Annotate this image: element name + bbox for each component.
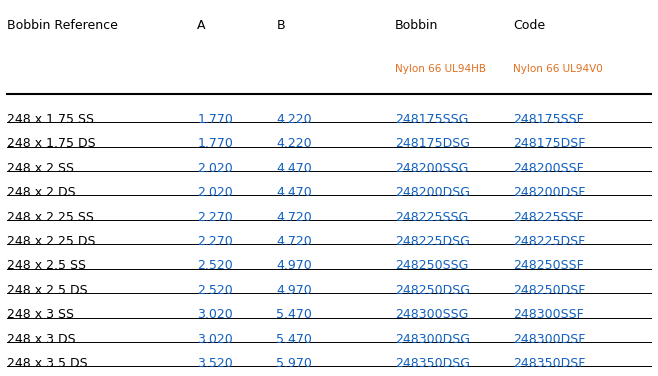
Text: Code: Code (513, 19, 545, 32)
Text: 4.470: 4.470 (276, 162, 312, 175)
Text: 4.720: 4.720 (276, 235, 312, 248)
Text: 248225DSG: 248225DSG (395, 235, 470, 248)
Text: B: B (276, 19, 285, 32)
Text: 248200SSG: 248200SSG (395, 162, 468, 175)
Text: 248225SSG: 248225SSG (395, 211, 468, 224)
Text: 248200SSF: 248200SSF (513, 162, 584, 175)
Text: 2.020: 2.020 (197, 162, 233, 175)
Text: 4.470: 4.470 (276, 186, 312, 199)
Text: 248 x 3 DS: 248 x 3 DS (7, 333, 75, 346)
Text: 2.520: 2.520 (197, 284, 233, 297)
Text: 248175SSF: 248175SSF (513, 113, 584, 126)
Text: 248175DSG: 248175DSG (395, 137, 470, 150)
Text: 5.470: 5.470 (276, 333, 313, 346)
Text: 4.220: 4.220 (276, 113, 312, 126)
Text: 248225SSF: 248225SSF (513, 211, 584, 224)
Text: 248 x 1.75 SS: 248 x 1.75 SS (7, 113, 93, 126)
Text: 4.220: 4.220 (276, 137, 312, 150)
Text: Nylon 66 UL94V0: Nylon 66 UL94V0 (513, 64, 603, 74)
Text: 2.020: 2.020 (197, 186, 233, 199)
Text: 248 x 2.5 DS: 248 x 2.5 DS (7, 284, 88, 297)
Text: 248200DSG: 248200DSG (395, 186, 470, 199)
Text: 3.020: 3.020 (197, 333, 233, 346)
Text: 248 x 1.75 DS: 248 x 1.75 DS (7, 137, 95, 150)
Text: 2.270: 2.270 (197, 235, 233, 248)
Text: 248225DSF: 248225DSF (513, 235, 586, 248)
Text: 248300DSG: 248300DSG (395, 333, 470, 346)
Text: 248 x 3.5 DS: 248 x 3.5 DS (7, 357, 88, 370)
Text: 2.520: 2.520 (197, 259, 233, 273)
Text: 248 x 2.25 SS: 248 x 2.25 SS (7, 211, 93, 224)
Text: 248 x 3 SS: 248 x 3 SS (7, 308, 74, 321)
Text: 248250DSG: 248250DSG (395, 284, 470, 297)
Text: 248 x 2.25 DS: 248 x 2.25 DS (7, 235, 95, 248)
Text: 248300SSF: 248300SSF (513, 308, 584, 321)
Text: 248300DSF: 248300DSF (513, 333, 586, 346)
Text: 248250SSG: 248250SSG (395, 259, 468, 273)
Text: 248250SSF: 248250SSF (513, 259, 584, 273)
Text: 248300SSG: 248300SSG (395, 308, 468, 321)
Text: 2.270: 2.270 (197, 211, 233, 224)
Text: 3.520: 3.520 (197, 357, 233, 370)
Text: A: A (197, 19, 206, 32)
Text: 3.020: 3.020 (197, 308, 233, 321)
Text: Nylon 66 UL94HB: Nylon 66 UL94HB (395, 64, 486, 74)
Text: 248 x 2.5 SS: 248 x 2.5 SS (7, 259, 86, 273)
Text: 248175SSG: 248175SSG (395, 113, 468, 126)
Text: 248200DSF: 248200DSF (513, 186, 586, 199)
Text: Bobbin: Bobbin (395, 19, 438, 32)
Text: 248 x 2 DS: 248 x 2 DS (7, 186, 75, 199)
Text: 5.970: 5.970 (276, 357, 313, 370)
Text: 1.770: 1.770 (197, 137, 234, 150)
Text: 248350DSF: 248350DSF (513, 357, 586, 370)
Text: 248250DSF: 248250DSF (513, 284, 586, 297)
Text: 248350DSG: 248350DSG (395, 357, 470, 370)
Text: 4.720: 4.720 (276, 211, 312, 224)
Text: 5.470: 5.470 (276, 308, 313, 321)
Text: 248 x 2 SS: 248 x 2 SS (7, 162, 74, 175)
Text: 4.970: 4.970 (276, 284, 312, 297)
Text: Bobbin Reference: Bobbin Reference (7, 19, 118, 32)
Text: 1.770: 1.770 (197, 113, 234, 126)
Text: 4.970: 4.970 (276, 259, 312, 273)
Text: 248175DSF: 248175DSF (513, 137, 586, 150)
